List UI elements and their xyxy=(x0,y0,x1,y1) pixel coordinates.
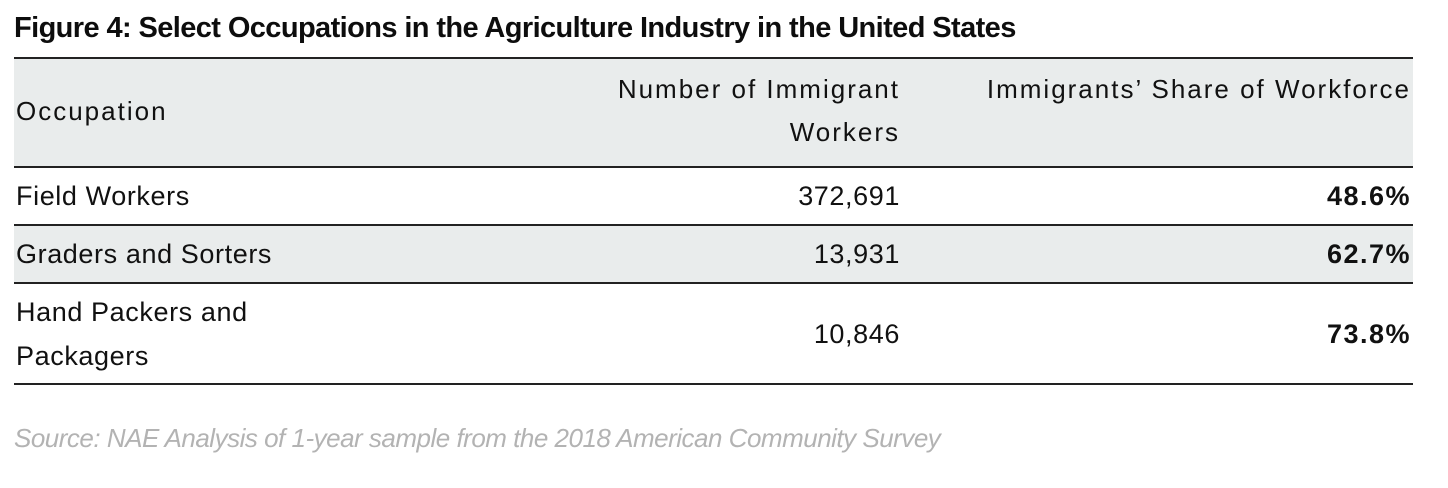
occupation-label: Graders and Sorters xyxy=(16,239,273,269)
occupation-label: Hand Packers and Packagers xyxy=(16,296,248,371)
share-cell: 48.6% xyxy=(902,167,1413,226)
occupations-table: Occupation Number of Immigrant Workers I… xyxy=(14,57,1413,385)
workers-cell: 10,846 xyxy=(544,283,902,385)
occupation-label: Field Workers xyxy=(16,181,190,211)
occupation-cell: Field Workers xyxy=(14,167,544,226)
share-cell: 62.7% xyxy=(902,225,1413,284)
table-row: Graders and Sorters 13,931 62.7% xyxy=(14,225,1413,284)
table-header-row: Occupation Number of Immigrant Workers I… xyxy=(14,57,1413,168)
source-note: Source: NAE Analysis of 1-year sample fr… xyxy=(14,423,941,453)
occupation-cell: Graders and Sorters xyxy=(14,225,544,284)
occupation-cell: Hand Packers and Packagers xyxy=(14,283,544,385)
workers-cell: 13,931 xyxy=(544,225,902,284)
column-header-immigrant-workers: Number of Immigrant Workers xyxy=(544,57,902,168)
table-row: Hand Packers and Packagers 10,846 73.8% xyxy=(14,283,1413,385)
table-row: Field Workers 372,691 48.6% xyxy=(14,167,1413,226)
column-header-immigrant-share: Immigrants’ Share of Workforce xyxy=(902,57,1413,168)
figure-title: Figure 4: Select Occupations in the Agri… xyxy=(14,12,1016,44)
column-header-occupation: Occupation xyxy=(14,57,544,168)
share-cell: 73.8% xyxy=(902,283,1413,385)
workers-cell: 372,691 xyxy=(544,167,902,226)
